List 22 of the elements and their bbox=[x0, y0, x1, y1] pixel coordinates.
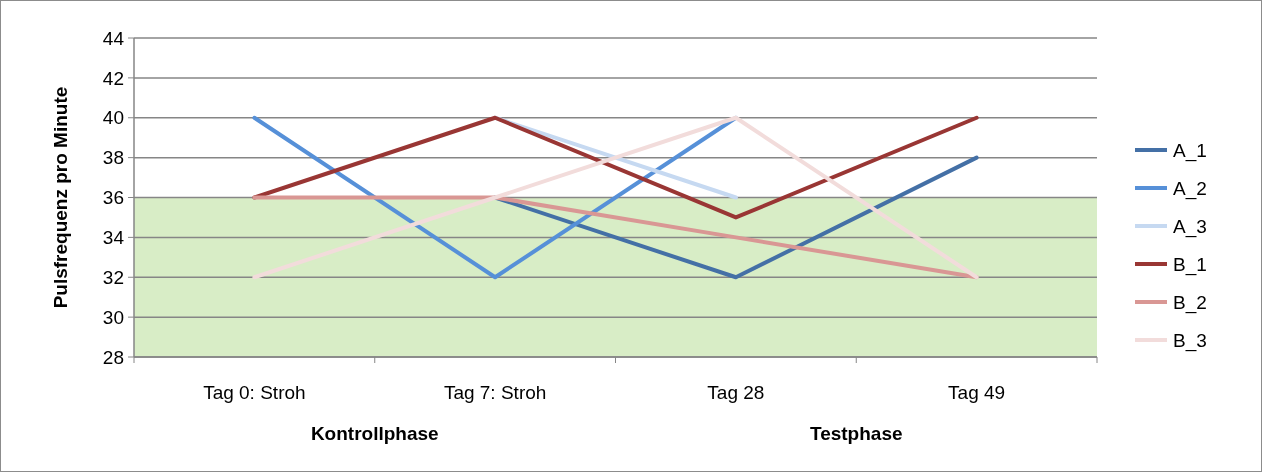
x-tick-label: Tag 49 bbox=[948, 382, 1006, 403]
legend-label: B_3 bbox=[1173, 329, 1207, 352]
legend-label: A_1 bbox=[1173, 139, 1207, 162]
y-tick-label: 32 bbox=[102, 266, 124, 288]
y-tick-label: 40 bbox=[102, 107, 124, 129]
y-tick-label: 38 bbox=[102, 147, 124, 169]
legend-label: A_3 bbox=[1173, 215, 1207, 238]
y-tick-label: 36 bbox=[102, 187, 124, 209]
text: Testphase bbox=[809, 423, 903, 444]
y-tick-label: 28 bbox=[102, 346, 124, 368]
y-tick-label: 34 bbox=[102, 227, 125, 249]
legend-label: A_2 bbox=[1173, 177, 1207, 200]
x-tick-label: Tag 0: Stroh bbox=[203, 382, 306, 403]
y-axis-title: Pulsfrequenz pro Minute bbox=[50, 86, 71, 309]
text: Kontrollphase bbox=[310, 423, 439, 444]
y-tick-label: 30 bbox=[102, 306, 124, 328]
legend-label: B_2 bbox=[1173, 291, 1207, 314]
y-tick-label: 44 bbox=[102, 27, 125, 49]
legend-label: B_1 bbox=[1173, 253, 1207, 276]
x-tick-label: Tag 28 bbox=[707, 382, 765, 403]
y-tick-label: 42 bbox=[102, 67, 124, 89]
x-tick-label: Tag 7: Stroh bbox=[443, 382, 547, 403]
